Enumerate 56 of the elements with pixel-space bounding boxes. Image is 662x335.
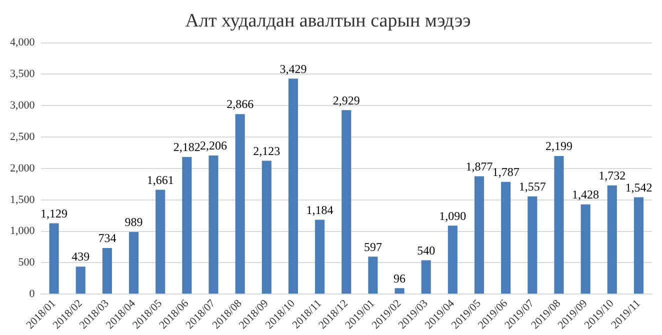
data-label: 2,929 xyxy=(332,93,360,108)
data-label: 597 xyxy=(364,240,382,254)
bar xyxy=(208,156,218,294)
data-label: 1,428 xyxy=(572,188,600,202)
y-tick-label: 1,500 xyxy=(10,194,36,206)
data-label: 989 xyxy=(124,215,143,230)
bar xyxy=(554,156,564,294)
bar xyxy=(76,266,86,294)
bar xyxy=(528,196,538,294)
bar xyxy=(421,260,431,294)
bar xyxy=(288,78,298,294)
data-label: 2,123 xyxy=(253,144,280,158)
y-tick-label: 0 xyxy=(29,288,36,300)
data-label: 1,129 xyxy=(40,206,68,220)
data-label: 439 xyxy=(72,250,90,264)
bar xyxy=(448,226,458,294)
data-label: 1,557 xyxy=(518,179,546,194)
bar xyxy=(342,110,352,294)
bar xyxy=(315,220,325,294)
data-label: 1,787 xyxy=(492,165,520,180)
y-tick-label: 2,500 xyxy=(10,130,36,143)
y-tick-label: 2,000 xyxy=(10,162,36,174)
y-tick-label: 4,000 xyxy=(10,36,36,49)
data-label: 1,090 xyxy=(439,208,466,223)
bar xyxy=(634,197,644,294)
bar xyxy=(607,185,617,294)
bar xyxy=(128,232,139,294)
data-label: 734 xyxy=(98,231,116,246)
bar xyxy=(580,204,590,294)
bar xyxy=(49,223,59,294)
y-tick-label: 3,500 xyxy=(10,68,36,80)
data-label: 3,429 xyxy=(280,62,307,76)
data-label: 1,661 xyxy=(146,172,174,187)
bar xyxy=(102,248,112,294)
data-label: 540 xyxy=(417,243,436,258)
bar xyxy=(394,288,404,294)
data-label: 2,182 xyxy=(173,140,200,154)
y-tick-label: 3,000 xyxy=(10,100,36,112)
bar xyxy=(501,182,511,294)
data-label: 2,206 xyxy=(200,138,227,153)
data-label: 2,866 xyxy=(226,97,254,112)
data-label: 1,877 xyxy=(466,159,493,174)
data-label: 2,199 xyxy=(545,139,572,154)
data-label: 1,732 xyxy=(598,168,626,182)
chart-title: Алт худалдан авалтын сарын мэдээ xyxy=(185,10,471,32)
y-tick-label: 500 xyxy=(18,256,36,269)
y-tick-label: 1,000 xyxy=(10,225,36,238)
data-label: 1,542 xyxy=(625,180,652,194)
bar xyxy=(368,256,378,294)
bar xyxy=(262,160,272,294)
bar xyxy=(156,190,166,294)
bar xyxy=(474,176,484,294)
bar xyxy=(182,157,192,294)
bar xyxy=(235,114,245,294)
data-label: 1,184 xyxy=(306,202,334,217)
data-label: 96 xyxy=(394,271,406,286)
